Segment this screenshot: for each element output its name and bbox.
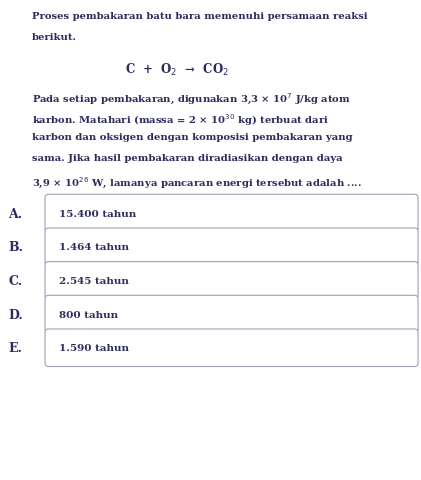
Text: 3,9 × 10$^{26}$ W, lamanya pancaran energi tersebut adalah ....: 3,9 × 10$^{26}$ W, lamanya pancaran ener… xyxy=(32,175,362,190)
FancyBboxPatch shape xyxy=(45,329,418,367)
Text: C  +  O$_2$  →  CO$_2$: C + O$_2$ → CO$_2$ xyxy=(125,62,229,78)
Text: karbon dan oksigen dengan komposisi pembakaran yang: karbon dan oksigen dengan komposisi pemb… xyxy=(32,133,352,142)
Text: Proses pembakaran batu bara memenuhi persamaan reaksi: Proses pembakaran batu bara memenuhi per… xyxy=(32,12,367,21)
Text: 15.400 tahun: 15.400 tahun xyxy=(59,209,136,218)
FancyBboxPatch shape xyxy=(45,195,418,232)
Text: berikut.: berikut. xyxy=(32,33,77,42)
Text: sama. Jika hasil pembakaran diradiasikan dengan daya: sama. Jika hasil pembakaran diradiasikan… xyxy=(32,154,342,163)
Text: 1.464 tahun: 1.464 tahun xyxy=(59,243,129,252)
Text: 1.590 tahun: 1.590 tahun xyxy=(59,344,129,352)
Text: Pada setiap pembakaran, digunakan 3,3 × 10$^7$ J/kg atom: Pada setiap pembakaran, digunakan 3,3 × … xyxy=(32,91,351,106)
Text: E.: E. xyxy=(8,341,22,355)
FancyBboxPatch shape xyxy=(45,228,418,266)
FancyBboxPatch shape xyxy=(45,262,418,300)
Text: A.: A. xyxy=(8,207,23,220)
Text: B.: B. xyxy=(8,240,24,254)
Text: C.: C. xyxy=(8,274,23,288)
FancyBboxPatch shape xyxy=(45,296,418,333)
Text: 800 tahun: 800 tahun xyxy=(59,310,118,319)
Text: 2.545 tahun: 2.545 tahun xyxy=(59,276,129,285)
Text: D.: D. xyxy=(8,308,23,321)
Text: karbon. Matahari (massa = 2 × 10$^{30}$ kg) terbuat dari: karbon. Matahari (massa = 2 × 10$^{30}$ … xyxy=(32,112,328,128)
